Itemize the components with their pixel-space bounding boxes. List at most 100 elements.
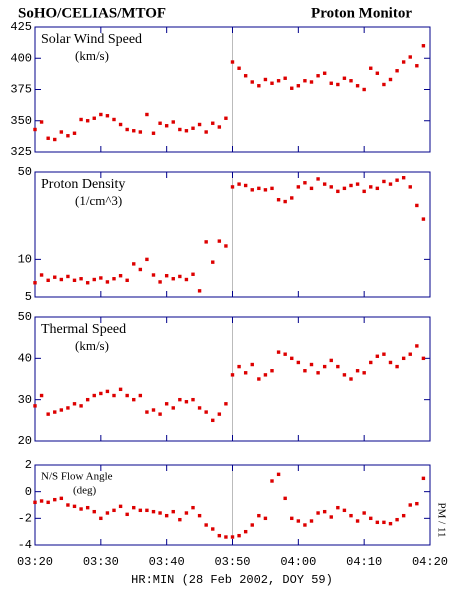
point: [204, 130, 208, 134]
point: [138, 267, 143, 272]
point: [178, 274, 182, 279]
point: [329, 358, 333, 363]
point: [257, 84, 261, 88]
point: [263, 516, 268, 521]
point: [382, 352, 386, 356]
point: [217, 533, 222, 538]
point: [316, 511, 320, 515]
point: [316, 74, 320, 78]
point: [322, 182, 327, 186]
point: [151, 408, 156, 412]
point: [408, 185, 412, 189]
point: [151, 131, 156, 135]
point: [112, 508, 116, 513]
point: [145, 410, 149, 414]
point: [303, 369, 307, 373]
point: [79, 277, 83, 281]
point: [99, 516, 103, 521]
panel-title: Solar Wind Speed: [41, 32, 142, 47]
point: [79, 507, 83, 511]
x-tick-label: 03:40: [149, 555, 185, 569]
point: [39, 273, 44, 277]
point: [296, 360, 301, 365]
point: [171, 509, 175, 514]
point: [99, 112, 103, 117]
y-tick-label: 50: [18, 310, 32, 324]
panel-unit: (1/cm^3): [75, 193, 122, 208]
point: [362, 87, 366, 92]
point: [355, 519, 360, 523]
point: [224, 116, 228, 120]
point: [145, 112, 149, 117]
point: [197, 513, 202, 518]
point: [342, 508, 347, 513]
point: [99, 276, 103, 280]
point: [303, 181, 307, 185]
point: [237, 364, 241, 369]
point: [39, 393, 44, 398]
point: [85, 505, 90, 510]
point: [336, 189, 340, 194]
x-tick-label: 03:50: [214, 555, 250, 569]
panel-unit: (deg): [73, 485, 97, 497]
point: [112, 393, 116, 398]
point: [53, 137, 57, 142]
point: [158, 412, 162, 416]
point: [276, 350, 281, 354]
point: [132, 397, 136, 402]
point: [125, 393, 129, 398]
point: [184, 511, 189, 515]
point: [415, 203, 419, 208]
point: [270, 81, 274, 85]
y-tick-label: 5: [25, 290, 32, 304]
point: [224, 535, 228, 539]
point: [85, 119, 90, 123]
point: [59, 496, 64, 501]
point: [375, 354, 380, 358]
point: [415, 501, 419, 506]
point: [401, 176, 406, 180]
point: [105, 280, 110, 284]
point: [46, 412, 50, 416]
x-tick-label: 03:20: [17, 555, 53, 569]
point: [125, 278, 129, 283]
point: [53, 410, 57, 414]
point: [112, 117, 116, 122]
point: [33, 500, 37, 505]
y-tick-label: 350: [10, 114, 32, 128]
point: [138, 393, 143, 398]
point: [72, 504, 77, 509]
point: [158, 121, 162, 125]
panel-unit: (km/s): [75, 338, 109, 353]
point: [243, 183, 248, 188]
point: [72, 278, 77, 283]
point: [164, 124, 169, 128]
point: [204, 523, 208, 527]
point: [79, 117, 83, 122]
point: [105, 511, 110, 515]
point: [132, 129, 136, 133]
point: [296, 519, 301, 523]
point: [342, 186, 347, 191]
point: [382, 82, 386, 87]
point: [362, 189, 366, 194]
point: [322, 509, 327, 514]
y-tick-label: 325: [10, 145, 32, 159]
point: [230, 185, 235, 189]
point: [151, 509, 156, 514]
point: [290, 516, 294, 521]
point: [105, 389, 110, 394]
point: [39, 120, 44, 124]
y-tick-label: -4: [18, 538, 32, 552]
point: [197, 122, 202, 127]
point: [349, 183, 353, 188]
point: [369, 66, 373, 70]
point: [46, 500, 50, 505]
point: [250, 80, 254, 84]
point: [92, 509, 96, 514]
point: [421, 217, 426, 221]
point: [191, 397, 195, 402]
point: [316, 177, 320, 181]
point: [243, 371, 248, 375]
point: [59, 277, 64, 282]
